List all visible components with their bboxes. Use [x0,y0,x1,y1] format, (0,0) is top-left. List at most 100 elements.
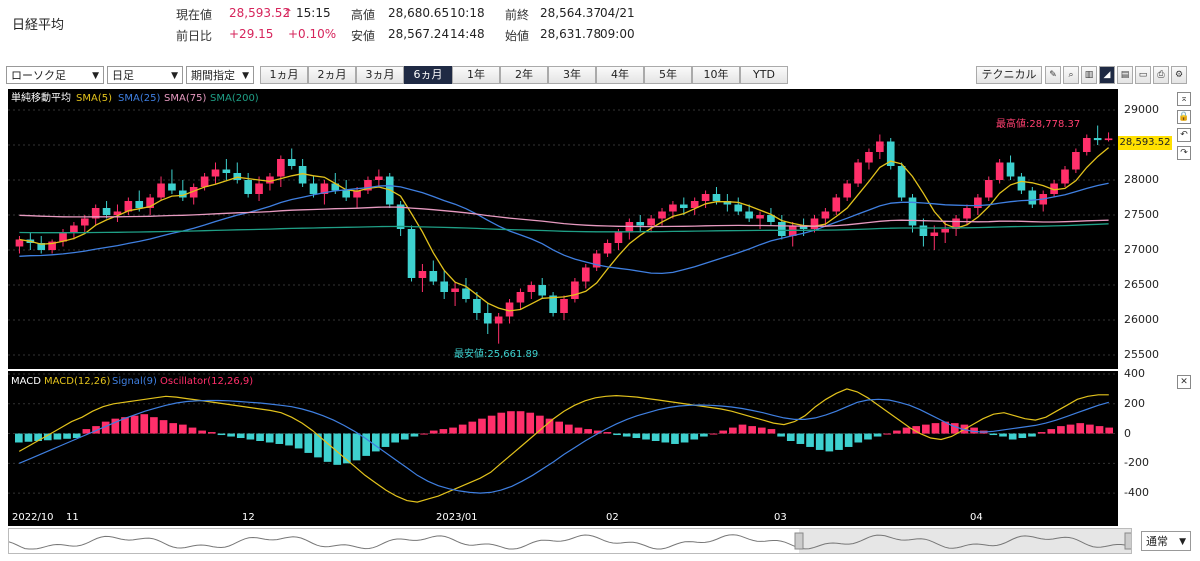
candle [603,243,612,254]
candle [1006,162,1015,177]
navigator-right-handle[interactable] [1124,532,1134,550]
candle [1082,138,1091,152]
osc-bar [593,430,602,434]
osc-bar [391,433,399,443]
candle [908,197,917,226]
macd-tick-1: 200 [1124,396,1145,410]
chevron-down-icon: ▼ [171,71,178,81]
osc-bar [294,433,303,449]
period-button-8[interactable]: 5年 [644,66,692,84]
range-mode-select[interactable]: 期間指定 ▼ [186,66,254,84]
interval-select[interactable]: 日足 ▼ [107,66,183,84]
lock-icon[interactable]: 🔒 [1177,110,1191,124]
period-button-0[interactable]: 1ヵ月 [260,66,308,84]
low-annotation: 最安値:25,661.89 [454,347,538,360]
osc-bar [815,433,824,450]
osc-bar [931,423,940,434]
price-chart[interactable]: 単純移動平均 SMA(5) SMA(25) SMA(75) SMA(200) 最… [8,89,1118,369]
navigator-left-handle[interactable] [794,532,804,550]
zoom-icon[interactable]: ⌕ [1063,66,1079,84]
osc-bar [265,433,274,443]
candle [124,201,133,212]
navigator-line [8,534,1130,550]
candle [886,141,895,166]
osc-bar [719,430,728,434]
candle [168,183,176,191]
candle [832,197,841,212]
candle [963,208,971,219]
osc-bar [82,429,91,434]
pencil-icon[interactable]: ✎ [1045,66,1061,84]
candle [897,166,906,198]
osc-bar [642,433,650,440]
candle [189,187,198,198]
macd-chart[interactable]: MACD MACD(12,26) Signal(9) Oscillator(12… [8,371,1118,511]
navigator-mode-select[interactable]: 通常 ▼ [1141,531,1191,551]
candle [1050,183,1058,194]
close-icon[interactable]: ✕ [1177,375,1191,389]
period-button-7[interactable]: 4年 [596,66,644,84]
period-button-4[interactable]: 1年 [452,66,500,84]
x-label-0: 2022/10 [12,512,54,523]
candle [843,183,851,198]
osc-bar [53,433,62,440]
low-time: 14:48 [450,27,485,41]
collapse-icon[interactable]: ⌅ [1177,92,1191,106]
osc-bar [574,427,583,434]
time-axis: 2022/10 11 12 2023/01 02 03 04 [8,511,1118,526]
macd-tick-3: -200 [1124,456,1149,470]
redo-icon[interactable]: ↷ [1177,146,1191,160]
osc-bar [1076,423,1085,434]
prev-close-value: 28,564.37 [540,6,602,20]
open-value: 28,631.78 [540,27,602,41]
candle [527,285,536,292]
folder-icon[interactable]: ▭ [1135,66,1151,84]
chart-type-select[interactable]: ローソク足 ▼ [6,66,104,84]
bar-chart-icon[interactable]: ▥ [1081,66,1097,84]
period-button-10[interactable]: YTD [740,66,788,84]
osc-bar [786,433,795,441]
osc-bar [632,433,641,439]
osc-bar [198,430,206,434]
osc-bar [410,433,419,437]
candle [679,204,688,208]
osc-bar [680,433,689,443]
candle [614,232,623,243]
x-label-1: 11 [66,512,79,523]
candle [799,225,808,229]
price-tick-6: 26000 [1124,313,1159,326]
period-button-2[interactable]: 3ヵ月 [356,66,404,84]
osc-bar [941,421,949,434]
osc-bar [729,427,737,434]
macd-line [18,388,1109,503]
osc-bar [101,421,110,434]
x-label-5: 03 [774,512,787,523]
print-icon[interactable]: ⎙ [1153,66,1169,84]
osc-bar [1018,433,1027,439]
area-chart-icon[interactable]: ◢ [1099,66,1115,84]
osc-bar [478,418,486,434]
candle [1028,190,1037,205]
candle [48,241,56,250]
osc-bar [912,426,921,434]
candle [157,183,165,198]
osc-bar [864,433,872,440]
candle [995,162,1004,180]
technical-button[interactable]: テクニカル [976,66,1042,84]
candle [876,141,884,152]
osc-bar [970,427,978,434]
undo-icon[interactable]: ↶ [1177,128,1191,142]
period-button-9[interactable]: 10年 [692,66,740,84]
candle [179,190,187,198]
period-button-6[interactable]: 3年 [548,66,596,84]
candle [429,271,438,282]
document-icon[interactable]: ▤ [1117,66,1133,84]
gear-icon[interactable]: ⚙ [1171,66,1187,84]
period-button-3[interactable]: 6ヵ月 [404,66,452,84]
osc-bar [217,433,226,436]
range-navigator[interactable] [8,528,1134,554]
candle [778,222,786,236]
period-button-5[interactable]: 2年 [500,66,548,84]
candle [266,176,274,184]
period-button-1[interactable]: 2ヵ月 [308,66,356,84]
